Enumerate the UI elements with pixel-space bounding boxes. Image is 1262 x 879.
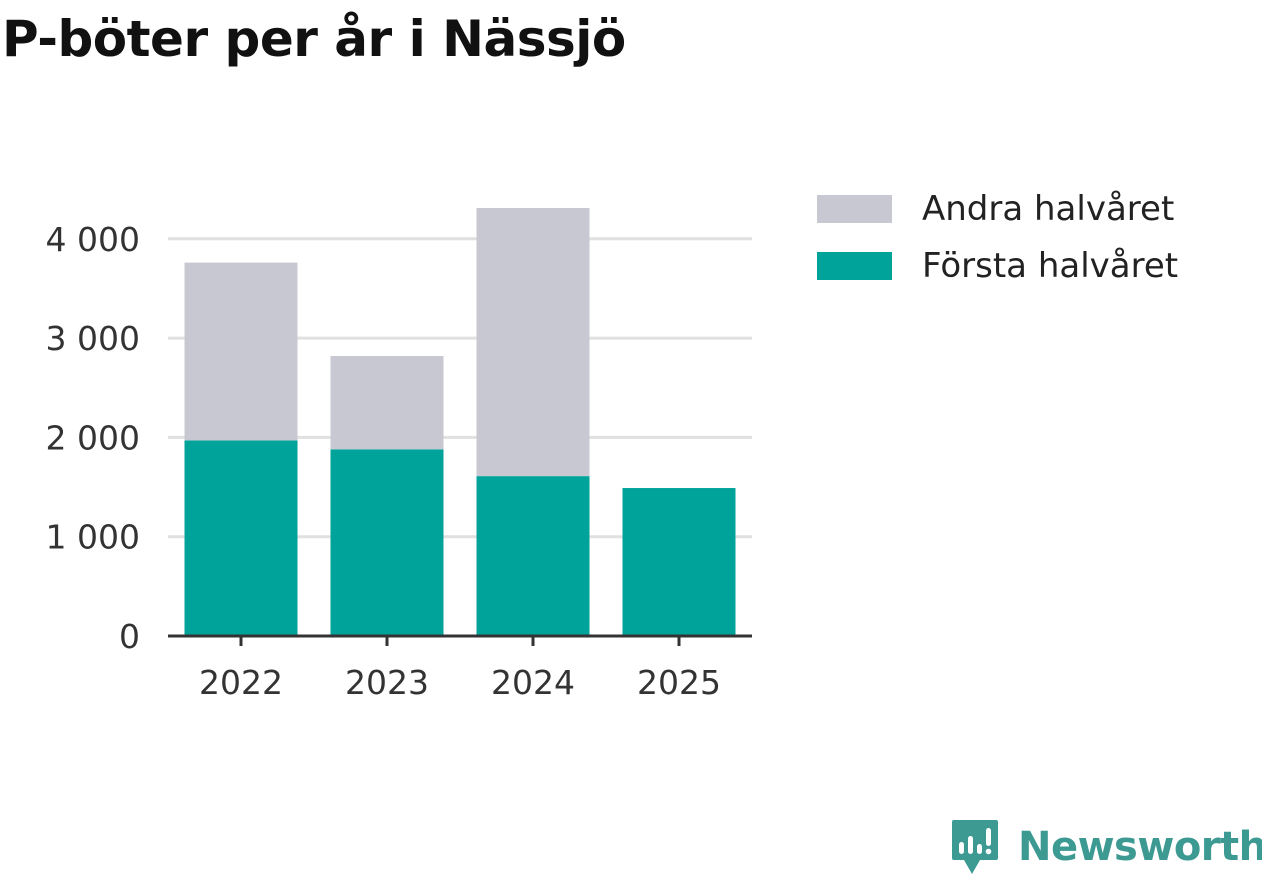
y-tick-label: 4 000 bbox=[46, 220, 140, 259]
bar-chart: 0 1 000 2 000 3 000 4 000 2022 2023 2024 2025 bbox=[46, 208, 752, 702]
legend-label-forsta: Första halvåret bbox=[922, 245, 1179, 286]
brand-logo: Newsworthy bbox=[950, 818, 1262, 876]
legend-swatch-andra bbox=[817, 194, 892, 223]
chart-title: P-böter per år i Nässjö bbox=[2, 10, 626, 68]
x-axis bbox=[168, 634, 752, 646]
x-tick-label: 2025 bbox=[637, 663, 721, 702]
y-tick-label: 0 bbox=[119, 617, 140, 656]
legend-swatch-forsta bbox=[817, 251, 892, 280]
x-tick-label: 2023 bbox=[345, 663, 429, 702]
bar-2022-forsta bbox=[184, 440, 298, 636]
bar-2022-andra bbox=[184, 262, 298, 441]
y-tick-labels: 0 1 000 2 000 3 000 4 000 bbox=[46, 220, 140, 656]
x-tick-label: 2022 bbox=[199, 663, 283, 702]
y-tick-label: 1 000 bbox=[46, 518, 140, 557]
bar-2024-andra bbox=[476, 208, 590, 477]
y-tick-label: 3 000 bbox=[46, 319, 140, 358]
bars bbox=[184, 208, 736, 636]
bar-2023-andra bbox=[330, 355, 444, 450]
x-tick-labels: 2022 2023 2024 2025 bbox=[199, 663, 721, 702]
legend-label-andra: Andra halvåret bbox=[922, 188, 1175, 229]
x-tick-label: 2024 bbox=[491, 663, 575, 702]
y-tick-label: 2 000 bbox=[46, 418, 140, 457]
newsworthy-logo-icon bbox=[952, 820, 998, 874]
bar-2025-forsta bbox=[622, 488, 736, 636]
bar-2024-forsta bbox=[476, 476, 590, 636]
brand-name: Newsworthy bbox=[1018, 824, 1262, 870]
legend: Andra halvåret Första halvåret bbox=[817, 180, 1178, 294]
legend-item-andra-halvaret: Andra halvåret bbox=[817, 180, 1178, 237]
legend-item-forsta-halvaret: Första halvåret bbox=[817, 237, 1178, 294]
bar-2023-forsta bbox=[330, 449, 444, 636]
